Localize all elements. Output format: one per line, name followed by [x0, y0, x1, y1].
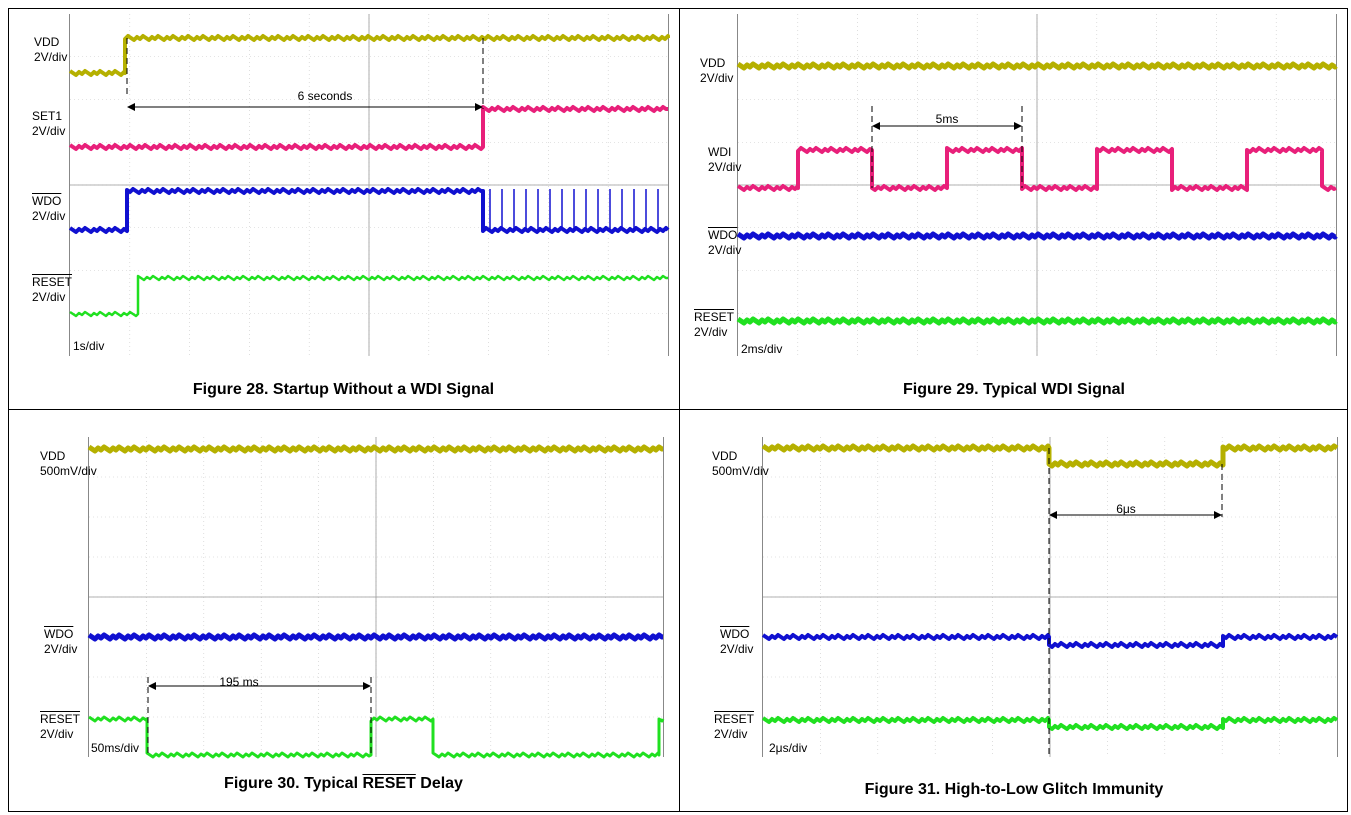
scope-screen-fig31: [761, 437, 1339, 757]
fig29-label-reset: RESET 2V/div: [694, 310, 735, 339]
fig31-measure-arrow-head-right: [1214, 511, 1222, 519]
fig28-measurement: 6 seconds: [297, 89, 353, 103]
fig28-label-set1: SET1 2V/div: [32, 109, 66, 138]
scope-plot-fig29: [736, 14, 1338, 356]
fig30-trace-vdd: [87, 444, 665, 454]
fig31-trace-vdd: [761, 443, 1339, 469]
fig29-measurement: 5ms: [935, 112, 959, 126]
fig28-label-wdo: WDO 2V/div: [32, 194, 66, 223]
fig30-trace-wdo: [87, 632, 665, 642]
fig29-label-wdo: WDO 2V/div: [708, 228, 742, 257]
fig31-label-vdd: VDD 500mV/div: [712, 449, 769, 478]
scope-plot-fig28: [68, 14, 670, 356]
fig29-time-div: 2ms/div: [741, 342, 783, 356]
scope-plot-fig31: [761, 437, 1339, 757]
fig28-label-vdd: VDD 2V/div: [34, 35, 68, 64]
fig30-label-vdd: VDD 500mV/div: [40, 449, 97, 478]
fig28-trace-wdo: [68, 187, 670, 234]
fig28-trace-reset: [69, 274, 668, 318]
fig30-measurement: 195 ms: [219, 675, 259, 689]
fig30-measure-arrow-head-right: [363, 682, 371, 690]
fig30-label-wdo: WDO 2V/div: [44, 627, 78, 656]
fig28-label-reset: RESET 2V/div: [32, 275, 73, 304]
fig29-trace-reset: [736, 316, 1338, 326]
fig29-trace-wdo: [736, 231, 1338, 241]
fig31-measurement: 6μs: [1116, 502, 1136, 516]
fig28-trace-vdd: [68, 34, 670, 77]
fig29-caption: Figure 29. Typical WDI Signal: [903, 381, 1125, 398]
fig29-measure-arrow-head-right: [1014, 122, 1022, 130]
scope-plot-fig30: [87, 437, 665, 759]
fig31-measure-arrow-head-left: [1049, 511, 1057, 519]
fig30-measure-arrow-head-left: [148, 682, 156, 690]
fig31-trace-wdo: [761, 633, 1339, 649]
fig29-label-vdd: VDD 2V/div: [700, 56, 734, 85]
figure-table: [8, 8, 1348, 812]
scope-screen-fig30: [87, 437, 665, 759]
fig30-label-reset: RESET 2V/div: [40, 712, 81, 741]
scope-screen-fig29: [736, 14, 1338, 356]
fig29-label-wdi: WDI 2V/div: [708, 145, 742, 174]
fig30-caption: Figure 30. Typical RESET Delay: [224, 775, 463, 792]
fig28-caption: Figure 28. Startup Without a WDI Signal: [192, 381, 495, 398]
scope-screen-fig28: [68, 14, 670, 356]
fig28-time-div: 1s/div: [73, 339, 105, 353]
table-divider-vertical: [679, 8, 680, 812]
fig31-label-reset: RESET 2V/div: [714, 712, 755, 741]
fig28-trace-set1: [68, 105, 668, 151]
fig31-trace-reset: [761, 716, 1339, 731]
fig29-trace-wdi: [736, 146, 1337, 192]
fig31-label-wdo: WDO 2V/div: [720, 627, 754, 656]
fig28-measure-arrow-head-right: [475, 103, 483, 111]
fig29-measure-arrow-head-left: [872, 122, 880, 130]
fig31-time-div: 2μs/div: [769, 741, 808, 755]
fig29-trace-vdd: [736, 61, 1338, 71]
table-divider-horizontal: [8, 409, 1348, 410]
fig28-measure-arrow-head-left: [127, 103, 135, 111]
fig30-time-div: 50ms/div: [91, 741, 140, 755]
fig31-caption: Figure 31. High-to-Low Glitch Immunity: [864, 781, 1164, 798]
fig30-trace-reset: [88, 715, 665, 759]
